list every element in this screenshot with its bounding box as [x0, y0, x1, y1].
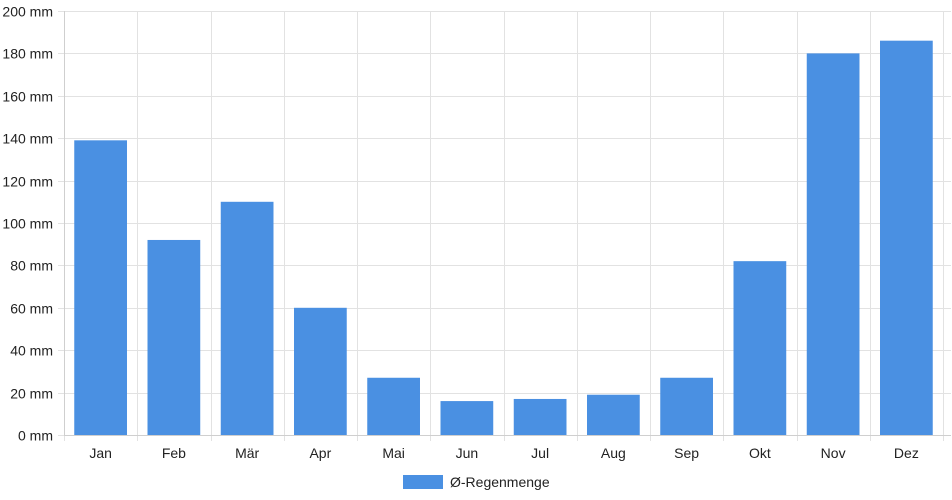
bar-aug[interactable]: [587, 394, 640, 435]
y-tick-label: 100 mm: [2, 216, 53, 232]
legend-swatch[interactable]: [403, 475, 443, 489]
bar-mär[interactable]: [220, 201, 274, 435]
x-tick-label: Mär: [235, 445, 259, 461]
x-tick-label: Feb: [162, 445, 186, 461]
x-tick-label: Aug: [601, 445, 626, 461]
bar-apr[interactable]: [294, 307, 347, 435]
y-tick-label: 20 mm: [10, 386, 53, 402]
x-tick-label: Mai: [382, 445, 405, 461]
legend[interactable]: Ø-Regenmenge: [403, 474, 550, 490]
x-tick-label: Jul: [531, 445, 549, 461]
x-tick-label: Dez: [894, 445, 919, 461]
x-tick-label: Jun: [456, 445, 479, 461]
bar-dez[interactable]: [880, 40, 933, 436]
y-tick-label: 80 mm: [10, 258, 53, 274]
bar-nov[interactable]: [806, 53, 860, 436]
x-tick-label: Sep: [674, 445, 699, 461]
x-tick-label: Apr: [309, 445, 331, 461]
y-tick-label: 120 mm: [2, 174, 53, 190]
y-tick-label: 160 mm: [2, 89, 53, 105]
bar-jun[interactable]: [440, 401, 494, 435]
y-tick-label: 60 mm: [10, 301, 53, 317]
bar-layer: [74, 40, 933, 436]
bar-jul[interactable]: [513, 398, 567, 435]
axis-layer: 0 mm 20 mm 40 mm 60 mm 80 mm 100 mm 120 mm 140 …: [2, 4, 951, 461]
bar-mai[interactable]: [367, 377, 420, 435]
bar-jan[interactable]: [74, 140, 127, 435]
y-tick-label: 0 mm: [18, 428, 53, 444]
x-tick-label: Jan: [89, 445, 112, 461]
x-tick-label: Okt: [749, 445, 771, 461]
y-tick-label: 180 mm: [2, 46, 53, 62]
bar-sep[interactable]: [660, 377, 713, 435]
y-tick-label: 200 mm: [2, 4, 53, 20]
y-tick-label: 40 mm: [10, 343, 53, 359]
legend-label[interactable]: Ø-Regenmenge: [450, 474, 550, 490]
x-tick-label: Nov: [821, 445, 846, 461]
y-tick-label: 140 mm: [2, 131, 53, 147]
bar-okt[interactable]: [733, 261, 787, 435]
bar-feb[interactable]: [147, 239, 201, 435]
